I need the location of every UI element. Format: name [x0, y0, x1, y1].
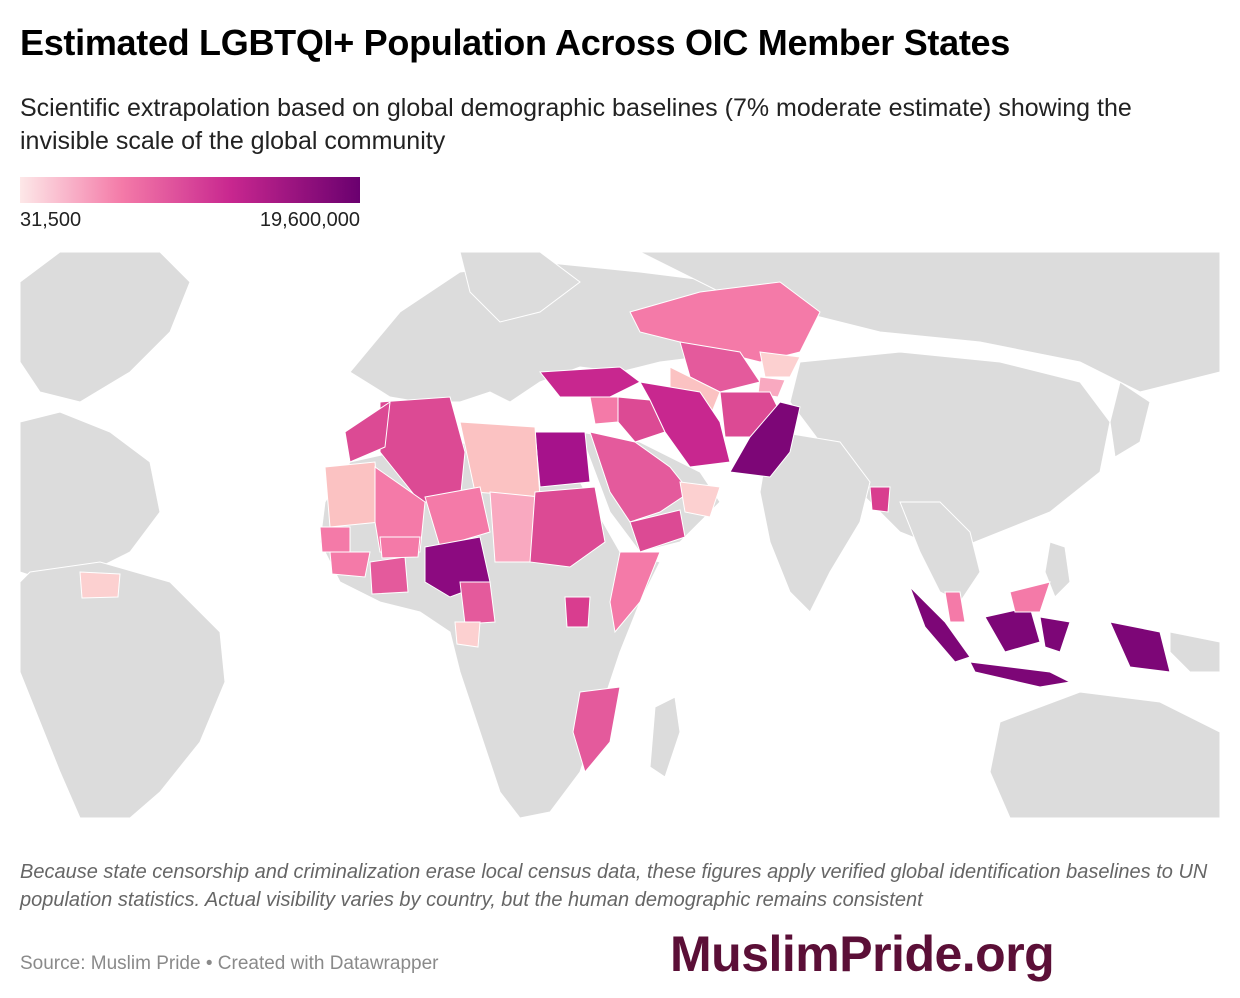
mauritania: [324, 461, 381, 528]
senegal: [319, 526, 351, 553]
pakistan: [729, 401, 801, 478]
new-guinea: [1169, 631, 1220, 673]
niger: [424, 486, 491, 548]
uzbekistan: [679, 341, 761, 393]
brand-logo: MuslimPride.org: [670, 926, 1055, 982]
greenland: [20, 252, 191, 403]
legend-min-label: 31,500: [20, 209, 82, 231]
indonesia-papua: [1109, 621, 1171, 673]
cote-divoire: [369, 556, 409, 595]
legend-labels: 31,500 19,600,000: [20, 209, 360, 232]
guinea: [329, 551, 371, 578]
india: [759, 431, 871, 613]
syria: [589, 396, 621, 425]
cameroon: [459, 581, 496, 625]
malaysia-borneo: [1009, 581, 1051, 613]
map-svg: [20, 252, 1220, 818]
south-america: [20, 561, 226, 818]
mozambique: [572, 686, 621, 774]
methodology-note: Because state censorship and criminaliza…: [20, 861, 1208, 911]
chart-title: Estimated LGBTQI+ Population Across OIC …: [20, 22, 1010, 63]
iran: [639, 381, 731, 468]
bangladesh: [869, 486, 891, 513]
legend-gradient-bar: [20, 177, 360, 203]
gabon: [454, 621, 481, 648]
color-legend: 31,500 19,600,000: [20, 177, 360, 232]
suriname: [79, 571, 121, 599]
iraq: [617, 396, 666, 443]
north-america: [20, 411, 161, 583]
saudi-arabia: [589, 431, 691, 523]
somalia: [609, 551, 661, 634]
oman: [679, 481, 721, 518]
burkina-faso: [379, 536, 421, 559]
chart-subtitle: Scientific extrapolation based on global…: [20, 94, 1132, 155]
malaysia-peninsula: [944, 591, 966, 623]
madagascar: [649, 696, 681, 778]
indonesia-sulawesi: [1039, 616, 1071, 653]
morocco: [344, 400, 391, 463]
scandinavia: [459, 252, 581, 323]
kyrgyzstan: [759, 351, 801, 378]
turkey: [539, 366, 641, 398]
philippines: [1044, 541, 1071, 598]
indonesia-sumatra: [909, 586, 971, 663]
indonesia-java: [969, 661, 1072, 688]
indonesia-borneo: [984, 606, 1041, 653]
egypt: [534, 431, 591, 488]
legend-max-label: 19,600,000: [259, 209, 360, 231]
uganda: [564, 596, 591, 628]
australia: [989, 691, 1220, 818]
source-line: Source: Muslim Pride • Created with Data…: [20, 953, 439, 974]
southeast-asia: [899, 501, 981, 603]
japan: [1109, 381, 1151, 458]
world-map: [20, 252, 1220, 818]
yemen: [629, 509, 686, 553]
sudan: [529, 486, 606, 568]
